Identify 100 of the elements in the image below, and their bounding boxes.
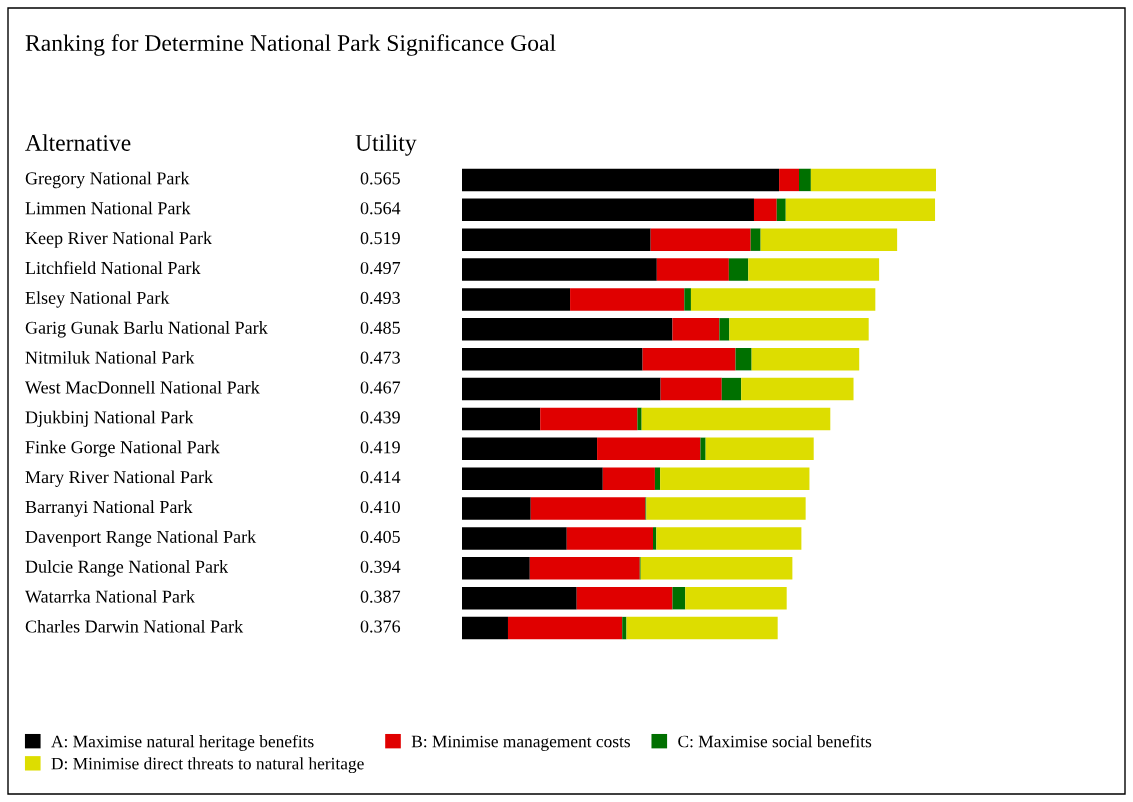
bar [566,527,654,550]
bar [654,467,661,490]
bar [646,497,806,520]
y-tick-label: Finke Gorge National Park [25,440,220,458]
y-tick-label: Nitmiluk National Park [25,351,195,364]
text: 0.485 [360,321,400,334]
y-tick-label: Gregory National Park [25,171,190,189]
bar [462,258,657,281]
bar [705,437,814,461]
bar [779,168,800,192]
bar [462,318,673,341]
text: 0.439 [360,411,400,424]
bar [462,616,508,640]
bar [597,437,701,461]
text: 0.519 [360,232,400,245]
bar [729,318,869,341]
text: 0.419 [360,441,400,454]
bar [462,437,598,461]
y-tick-label: Litchfield National Park [25,261,201,275]
bar [640,557,793,580]
text: 0.473 [360,351,400,364]
bar [728,258,749,281]
text: 0.410 [360,500,400,514]
y-tick-label: West MacDonnell National Park [25,380,260,394]
bar [735,347,752,371]
bar [751,347,860,371]
y-tick-label: Dulcie Range National Park [25,560,229,577]
bar [462,168,780,192]
y-tick-label: Mary River National Park [25,470,214,487]
bar [462,347,643,371]
bar [685,586,787,610]
bar [660,377,722,401]
y-tick-label: Charles Darwin National Park [25,619,244,633]
bar [750,228,761,251]
text: 0.467 [360,381,401,394]
bar [776,198,786,222]
bar [753,198,777,222]
bar [507,616,623,640]
bar [690,288,876,311]
bar [626,616,778,640]
text: 0.565 [360,172,400,185]
bar [721,377,742,401]
bar [530,497,646,520]
bar [672,318,720,341]
y-tick-label: Djukbinj National Park [25,410,194,428]
y-tick-label: Davenport Range National Park [25,530,257,547]
bar [529,557,640,580]
text: 0.493 [360,291,400,305]
bar [810,168,936,192]
bar [719,318,730,341]
y-tick-label: Barranyi National Park [25,500,193,517]
text: Utility [355,134,417,156]
bar [760,228,898,251]
bar [462,586,577,610]
bar [462,198,754,222]
y-tick-label: Watarrka National Park [25,590,195,603]
y-tick-label: Limmen National Park [25,201,191,215]
bar [576,586,673,610]
bar [748,258,880,281]
bar [741,377,854,401]
bar [656,258,729,281]
bar [462,407,541,431]
bar [462,527,567,550]
bar [462,467,603,490]
bar [622,616,627,640]
bar [637,407,642,431]
y-tick-label: Keep River National Park [25,231,213,248]
text: 0.497 [360,261,401,275]
bar [642,347,736,371]
bar [462,557,530,580]
bar [799,168,811,192]
bar [570,288,685,311]
bar [684,288,691,311]
bar [700,437,706,461]
bar [462,288,571,311]
bar [660,467,810,490]
bar [656,527,802,550]
legend-label: D: Minimise direct threats to natural heritage [51,757,364,774]
bar [785,198,936,222]
text: 0.387 [360,590,401,603]
text: 0.394 [360,560,401,573]
legend-label: A: Maximise natural heritage benefits [51,734,314,751]
y-axis-title: Alternative [25,134,131,151]
text: 0.376 [360,620,401,633]
bar [602,467,655,490]
y-tick-label: Garig Gunak Barlu National Park [25,321,268,338]
bar [540,407,638,431]
bar [462,497,531,520]
bar [462,228,651,251]
legend-label: C: Maximise social benefits [678,734,872,748]
bar [641,407,831,431]
bar [650,228,751,251]
text: 0.564 [360,202,401,215]
text: 0.405 [360,530,400,544]
bar [462,377,661,401]
chart-title: Ranking for Determine National Park Significance Goal [25,34,556,56]
bar [653,527,657,550]
text: 0.414 [360,471,401,484]
y-tick-label: Elsey National Park [25,291,170,308]
legend-label: B: Minimise management costs [411,735,630,751]
